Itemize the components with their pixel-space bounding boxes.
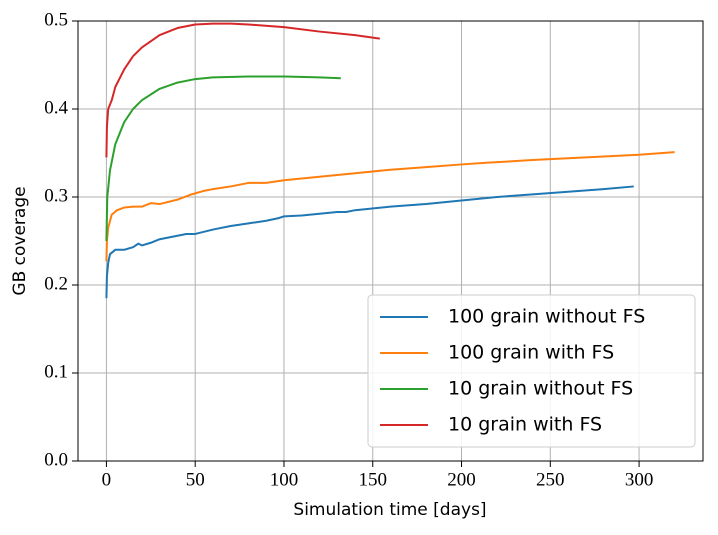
y-tick-label: 0.3 [44, 185, 68, 206]
plot-frame [77, 20, 704, 462]
x-tick-label: 300 [625, 469, 654, 490]
x-axis-label: Simulation time [days] [293, 500, 486, 520]
data-line [105, 22, 380, 158]
y-axis-label: GB coverage [10, 186, 30, 295]
legend-label: 10 grain without FS [448, 378, 633, 400]
x-tick-label: 150 [358, 469, 387, 490]
y-tick-label: 0.5 [44, 9, 68, 30]
x-tick-label: 200 [447, 469, 476, 490]
legend-label: 10 grain with FS [448, 414, 602, 436]
data-line [105, 185, 634, 299]
y-tick-label: 0.2 [44, 273, 68, 294]
y-tick-label: 0.0 [44, 449, 68, 470]
data-line [105, 151, 675, 262]
legend-box [367, 294, 696, 448]
x-tick-label: 0 [102, 469, 112, 490]
x-tick-label: 50 [186, 469, 205, 490]
legend-label: 100 grain with FS [448, 342, 614, 364]
x-tick-label: 250 [536, 469, 565, 490]
y-tick-label: 0.4 [44, 97, 68, 118]
y-tick-label: 0.1 [44, 361, 68, 382]
data-line [105, 75, 341, 242]
legend-label: 100 grain without FS [448, 306, 645, 328]
x-tick-label: 100 [270, 469, 299, 490]
